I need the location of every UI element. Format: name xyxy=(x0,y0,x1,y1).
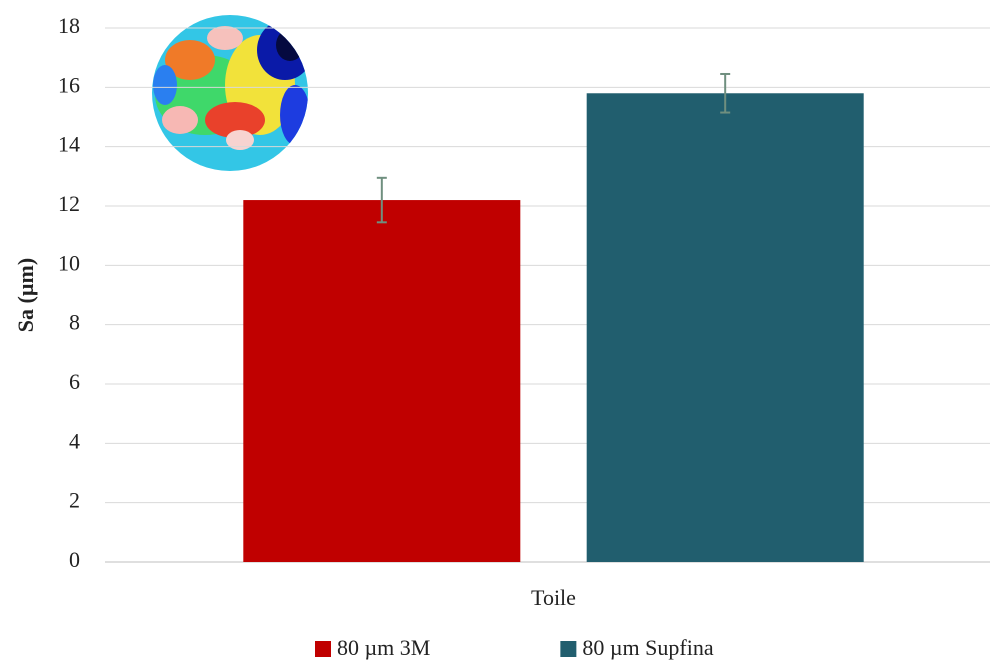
y-tick-label: 6 xyxy=(69,369,80,394)
surface-map-image xyxy=(152,15,308,171)
y-tick-label: 18 xyxy=(58,13,80,38)
y-tick-label: 12 xyxy=(58,191,80,216)
legend-swatch xyxy=(560,641,577,657)
x-tick-label: Toile xyxy=(531,585,576,610)
y-tick-label: 8 xyxy=(69,310,80,335)
legend-label: 80 µm Supfina xyxy=(582,635,713,660)
bar xyxy=(243,200,521,563)
legend-label: 80 µm 3M xyxy=(337,635,430,660)
y-tick-label: 2 xyxy=(69,488,80,513)
y-tick-label: 14 xyxy=(58,132,80,157)
y-tick-label: 4 xyxy=(69,428,80,453)
y-axis-label: Sa (µm) xyxy=(13,258,38,332)
error-bar xyxy=(720,72,731,114)
y-tick-label: 0 xyxy=(69,547,80,572)
y-tick-label: 16 xyxy=(58,72,80,97)
legend-swatch xyxy=(315,641,331,657)
error-bar xyxy=(376,176,387,224)
bar xyxy=(586,93,864,563)
y-tick-label: 10 xyxy=(58,250,80,275)
